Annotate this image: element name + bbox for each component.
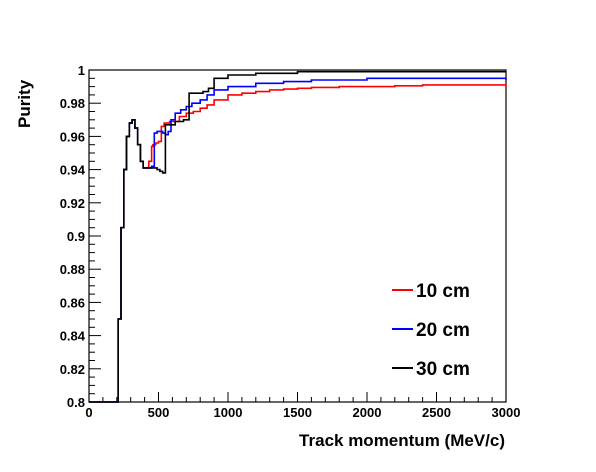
legend-label-2: 30 cm xyxy=(416,359,470,380)
x-tick-label: 0 xyxy=(85,405,92,420)
series-line-2 xyxy=(89,70,506,403)
series-line-0 xyxy=(89,84,507,403)
x-tick-label: 2500 xyxy=(422,405,451,420)
legend-label-0: 10 cm xyxy=(416,281,470,302)
y-tick-label: 0.94 xyxy=(60,163,86,178)
y-tick-label: 0.84 xyxy=(60,329,86,344)
plot-frame xyxy=(88,69,507,403)
y-tick-label: 0.8 xyxy=(67,395,85,410)
y-tick-label: 0.86 xyxy=(60,295,85,310)
series-line-1 xyxy=(89,77,507,403)
series-layer xyxy=(89,70,507,403)
x-tick-label: 2000 xyxy=(353,405,382,420)
y-tick-label: 0.82 xyxy=(60,362,85,377)
x-tick-label: 1500 xyxy=(283,405,312,420)
axis-layer: 0 500 1000 1500 2000 2500 3000 0.8 0.82 0.84 0.86 0… xyxy=(60,63,521,420)
legend: 10 cm 20 cm 30 cm xyxy=(392,281,470,380)
y-tick-label: 0.92 xyxy=(60,196,85,211)
y-tick-label: 0.96 xyxy=(60,129,85,144)
x-tick-label: 1000 xyxy=(214,405,243,420)
x-axis-title: Track momentum (MeV/c) xyxy=(299,431,505,450)
y-axis-title: Purity xyxy=(15,79,34,128)
y-tick-label: 1 xyxy=(78,63,85,78)
y-tick-label: 0.88 xyxy=(60,262,85,277)
y-tick-label: 0.9 xyxy=(67,229,85,244)
x-tick-label: 500 xyxy=(148,405,170,420)
y-tick-label: 0.98 xyxy=(60,96,85,111)
x-tick-label: 3000 xyxy=(492,405,521,420)
legend-label-1: 20 cm xyxy=(416,320,470,341)
